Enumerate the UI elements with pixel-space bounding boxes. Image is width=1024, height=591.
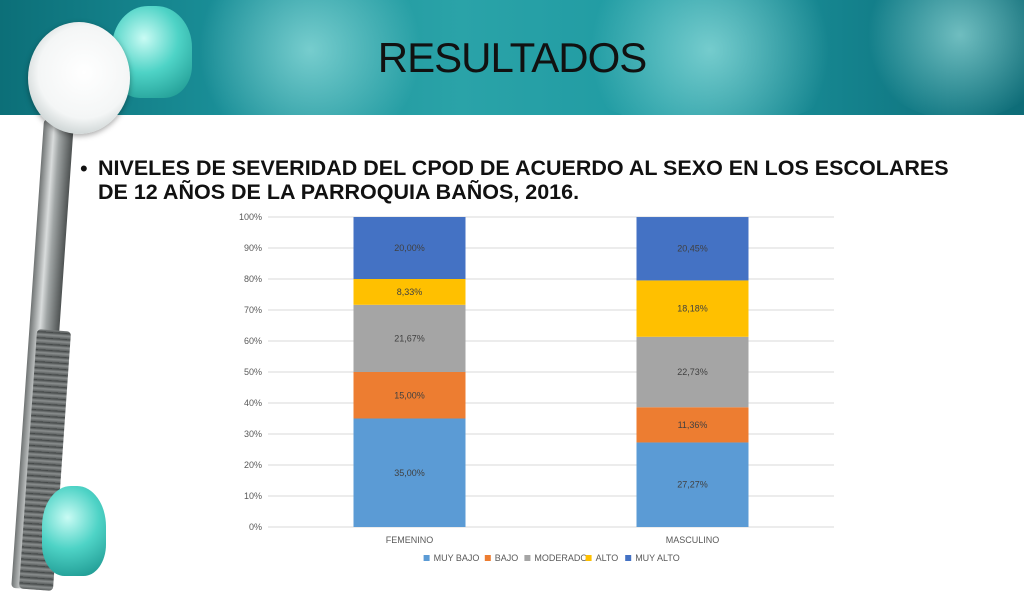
x-tick-label: FEMENINO	[386, 535, 434, 545]
data-label: 11,36%	[678, 420, 708, 430]
data-label: 15,00%	[394, 390, 425, 400]
legend-swatch	[524, 555, 531, 561]
y-tick-label: 70%	[244, 305, 262, 315]
bar-segment	[636, 442, 749, 527]
y-tick-label: 20%	[244, 460, 262, 470]
bar-segment	[353, 217, 466, 279]
chart-heading: NIVELES DE SEVERIDAD DEL CPOD DE ACUERDO…	[98, 156, 949, 204]
bar-segment	[353, 372, 466, 419]
y-tick-label: 50%	[244, 367, 262, 377]
data-label: 8,33%	[397, 287, 423, 297]
legend-label: ALTO	[596, 553, 619, 563]
data-label: 20,45%	[677, 244, 708, 254]
tooth-image-bottom	[42, 486, 106, 576]
bar-segment	[636, 407, 749, 443]
bar-segment	[353, 279, 466, 305]
legend-swatch	[423, 555, 430, 561]
bar-segment	[353, 304, 466, 372]
data-label: 27,27%	[677, 480, 708, 490]
legend-swatch	[625, 555, 632, 561]
bar-segment	[636, 336, 749, 408]
y-tick-label: 10%	[244, 491, 262, 501]
data-label: 20,00%	[394, 243, 425, 253]
bar-segment	[636, 280, 749, 337]
legend-swatch	[585, 555, 592, 561]
y-tick-label: 90%	[244, 243, 262, 253]
y-tick-label: 40%	[244, 398, 262, 408]
y-tick-label: 0%	[249, 522, 262, 532]
legend-label: BAJO	[495, 553, 519, 563]
data-label: 35,00%	[394, 468, 425, 478]
legend-swatch	[484, 555, 491, 561]
bullet-marker: •	[80, 156, 88, 181]
y-tick-label: 30%	[244, 429, 262, 439]
header-banner	[0, 0, 1024, 115]
y-tick-label: 100%	[239, 212, 262, 222]
y-tick-label: 60%	[244, 336, 262, 346]
bar-segment	[353, 418, 466, 527]
data-label: 21,67%	[394, 333, 425, 343]
legend-label: MUY BAJO	[434, 553, 480, 563]
x-tick-label: MASCULINO	[666, 535, 720, 545]
legend-label: MODERADO	[534, 553, 587, 563]
bar-segment	[636, 217, 749, 281]
data-label: 22,73%	[677, 367, 708, 377]
y-tick-label: 80%	[244, 274, 262, 284]
slide-title: RESULTADOS	[377, 34, 648, 81]
stacked-bar-chart: 0% 10% 20% 30% 40% 50% 60% 70% 80% 90% 100% 35,00% 1…	[239, 212, 834, 563]
dental-mirror-image	[28, 22, 130, 134]
data-label: 18,18%	[677, 304, 708, 314]
legend-label: MUY ALTO	[635, 553, 680, 563]
